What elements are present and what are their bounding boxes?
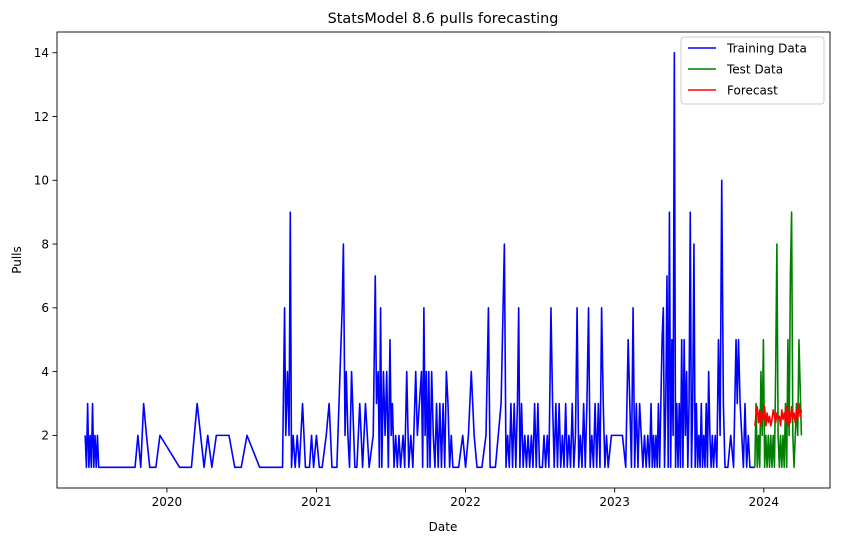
y-tick-label: 6 bbox=[41, 301, 49, 315]
x-tick-label: 2023 bbox=[599, 495, 630, 509]
chart-title: StatsModel 8.6 pulls forecasting bbox=[328, 11, 559, 27]
x-axis: 2020 2021 2022 2023 2024 bbox=[152, 488, 779, 509]
x-tick-label: 2021 bbox=[301, 495, 332, 509]
series-layer bbox=[84, 51, 803, 469]
y-tick-label: 14 bbox=[34, 46, 49, 60]
legend: Training Data Test Data Forecast bbox=[680, 36, 825, 105]
forecast-line bbox=[754, 402, 803, 427]
training-data-line bbox=[84, 51, 755, 469]
x-axis-label: Date bbox=[429, 520, 458, 534]
y-tick-label: 12 bbox=[34, 110, 49, 124]
y-tick-label: 4 bbox=[41, 365, 49, 379]
y-axis: 2 4 6 8 10 12 14 bbox=[34, 46, 57, 443]
test-data-line bbox=[754, 211, 803, 469]
x-tick-label: 2020 bbox=[152, 495, 183, 509]
legend-box bbox=[680, 36, 825, 105]
plot-frame bbox=[56, 31, 831, 489]
legend-label-training-data: Training Data bbox=[726, 41, 807, 55]
y-tick-label: 10 bbox=[34, 174, 49, 188]
y-axis-label: Pulls bbox=[10, 246, 24, 274]
x-tick-label: 2024 bbox=[749, 495, 780, 509]
x-tick-label: 2022 bbox=[450, 495, 481, 509]
y-tick-label: 2 bbox=[41, 429, 49, 443]
y-tick-label: 8 bbox=[41, 237, 49, 251]
legend-label-test-data: Test Data bbox=[726, 62, 783, 76]
plot-area bbox=[56, 31, 831, 489]
legend-label-forecast: Forecast bbox=[727, 83, 778, 97]
